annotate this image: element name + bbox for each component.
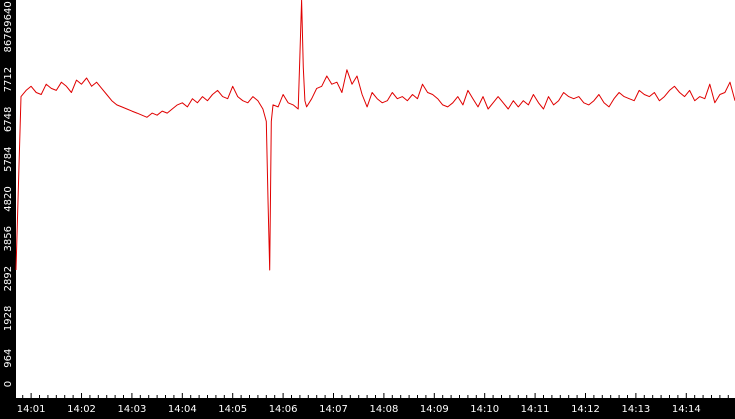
plot-area — [16, 0, 735, 398]
x-tick-label: 14:11 — [521, 404, 550, 415]
x-tick-label: 14:03 — [117, 404, 146, 415]
y-tick-label: 4820 — [3, 186, 14, 211]
y-tick-label: 2892 — [3, 266, 14, 291]
x-axis: 14:01 14:02 14:03 14:04 14:05 14:06 14:07 14:08… — [17, 393, 729, 415]
x-tick-label: 14:02 — [67, 404, 96, 415]
x-tick-label: 14:07 — [319, 404, 348, 415]
x-tick-label: 14:06 — [269, 404, 298, 415]
y-tick-label: 964 — [3, 349, 14, 368]
y-tick-label: 3856 — [3, 226, 14, 251]
y-tick-label: 8676 — [3, 27, 14, 52]
x-tick-label: 14:13 — [621, 404, 650, 415]
y-tick-label: 5784 — [3, 146, 14, 171]
x-tick-label: 14:14 — [672, 404, 701, 415]
series-group — [15, 0, 735, 271]
x-tick-label: 14:09 — [420, 404, 449, 415]
y-tick-label: 6748 — [3, 107, 14, 132]
x-tick-label: 14:01 — [17, 404, 46, 415]
series-line — [15, 0, 735, 271]
x-tick-label: 14:10 — [470, 404, 499, 415]
x-tick-label: 14:12 — [571, 404, 600, 415]
x-tick-label: 14:05 — [218, 404, 247, 415]
y-tick-label: 0 — [3, 381, 14, 387]
y-tick-label: 9640 — [3, 1, 14, 26]
y-tick-label: 1928 — [3, 306, 14, 331]
x-tick-label: 14:04 — [168, 404, 197, 415]
x-tick-label: 14:08 — [369, 404, 398, 415]
y-tick-label: 7712 — [3, 67, 14, 92]
